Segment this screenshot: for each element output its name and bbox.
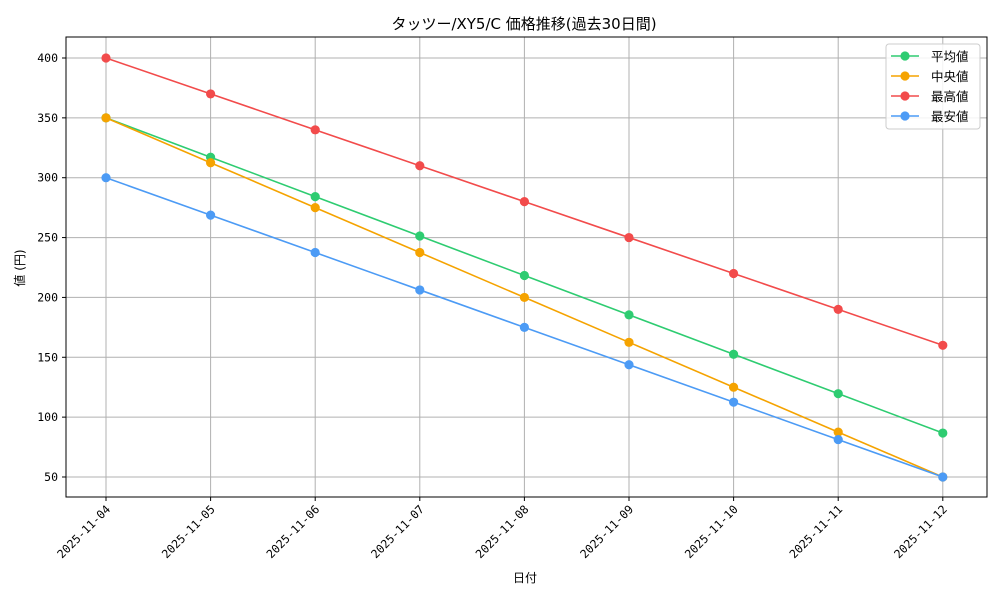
y-tick-label: 200 — [37, 290, 58, 304]
x-tick-label: 2025-11-07 — [368, 502, 427, 561]
y-axis-label: 値 (円) — [12, 249, 27, 286]
data-point — [101, 53, 111, 63]
data-point — [101, 173, 111, 183]
y-tick-label: 50 — [44, 470, 58, 484]
data-point — [310, 203, 320, 213]
data-point — [310, 192, 320, 202]
legend-label: 平均値 — [931, 49, 969, 64]
x-axis-label: 日付 — [513, 571, 537, 585]
data-point — [519, 292, 530, 303]
legend-label: 最高値 — [931, 89, 969, 104]
data-point — [938, 428, 948, 438]
chart-title: タッツー/XY5/C 価格推移(過去30日間) — [391, 15, 656, 33]
data-point — [519, 270, 530, 281]
plot-area-frame — [65, 36, 988, 498]
data-point — [833, 304, 843, 314]
x-tick-label: 2025-11-06 — [263, 502, 322, 561]
data-point — [206, 210, 216, 220]
y-tick-label: 100 — [37, 410, 58, 424]
y-tick-label: 400 — [37, 51, 58, 65]
data-point — [310, 125, 320, 135]
legend-marker-icon — [900, 91, 910, 101]
data-point — [624, 232, 634, 243]
series-line — [101, 173, 948, 482]
x-tick-label: 2025-11-09 — [577, 502, 636, 561]
data-point — [833, 434, 843, 445]
x-tick-label: 2025-11-10 — [682, 502, 741, 561]
legend-marker-icon — [900, 111, 910, 121]
legend-label: 最安値 — [931, 109, 969, 124]
x-tick-label: 2025-11-05 — [159, 502, 218, 561]
data-point — [310, 247, 320, 258]
data-point — [729, 397, 739, 407]
data-point — [833, 389, 843, 399]
legend-marker-icon — [900, 51, 910, 61]
y-axis-ticks: 50 100 150 200 250 300 350 400 — [37, 51, 66, 484]
legend-item: 中央値 — [891, 69, 969, 84]
y-tick-label: 150 — [37, 350, 58, 364]
y-tick-label: 350 — [37, 111, 58, 125]
data-point — [415, 231, 425, 241]
data-point — [101, 113, 111, 123]
x-tick-label: 2025-11-12 — [891, 502, 950, 561]
data-series — [101, 53, 948, 482]
data-point — [415, 285, 425, 295]
legend-item: 最高値 — [891, 89, 969, 104]
data-point — [833, 427, 843, 437]
data-point — [206, 89, 216, 99]
data-point — [206, 158, 216, 168]
y-tick-label: 300 — [37, 171, 58, 185]
legend-label: 中央値 — [931, 69, 969, 84]
data-point — [938, 340, 948, 350]
x-axis-ticks: 2025-11-04 2025-11-05 2025-11-06 2025-11-07… — [54, 497, 950, 561]
x-tick-label: 2025-11-11 — [786, 502, 845, 561]
data-point — [519, 197, 530, 207]
legend-box — [885, 43, 981, 130]
legend-marker-icon — [900, 71, 910, 81]
data-point — [624, 337, 634, 347]
grid-lines — [66, 37, 987, 497]
data-point — [519, 322, 530, 332]
data-point — [624, 310, 634, 320]
legend-item: 平均値 — [891, 49, 969, 64]
x-tick-label: 2025-11-08 — [473, 502, 532, 561]
y-tick-label: 250 — [37, 231, 58, 245]
data-point — [729, 349, 739, 359]
series-line — [101, 113, 948, 438]
data-point — [415, 247, 425, 258]
data-point — [938, 472, 948, 482]
series-line — [101, 113, 948, 482]
data-point — [415, 161, 425, 171]
data-point — [624, 360, 634, 370]
data-point — [729, 382, 739, 392]
data-point — [729, 268, 739, 279]
legend-item: 最安値 — [891, 109, 969, 124]
series-line — [101, 53, 948, 350]
x-tick-label: 2025-11-04 — [54, 502, 113, 561]
